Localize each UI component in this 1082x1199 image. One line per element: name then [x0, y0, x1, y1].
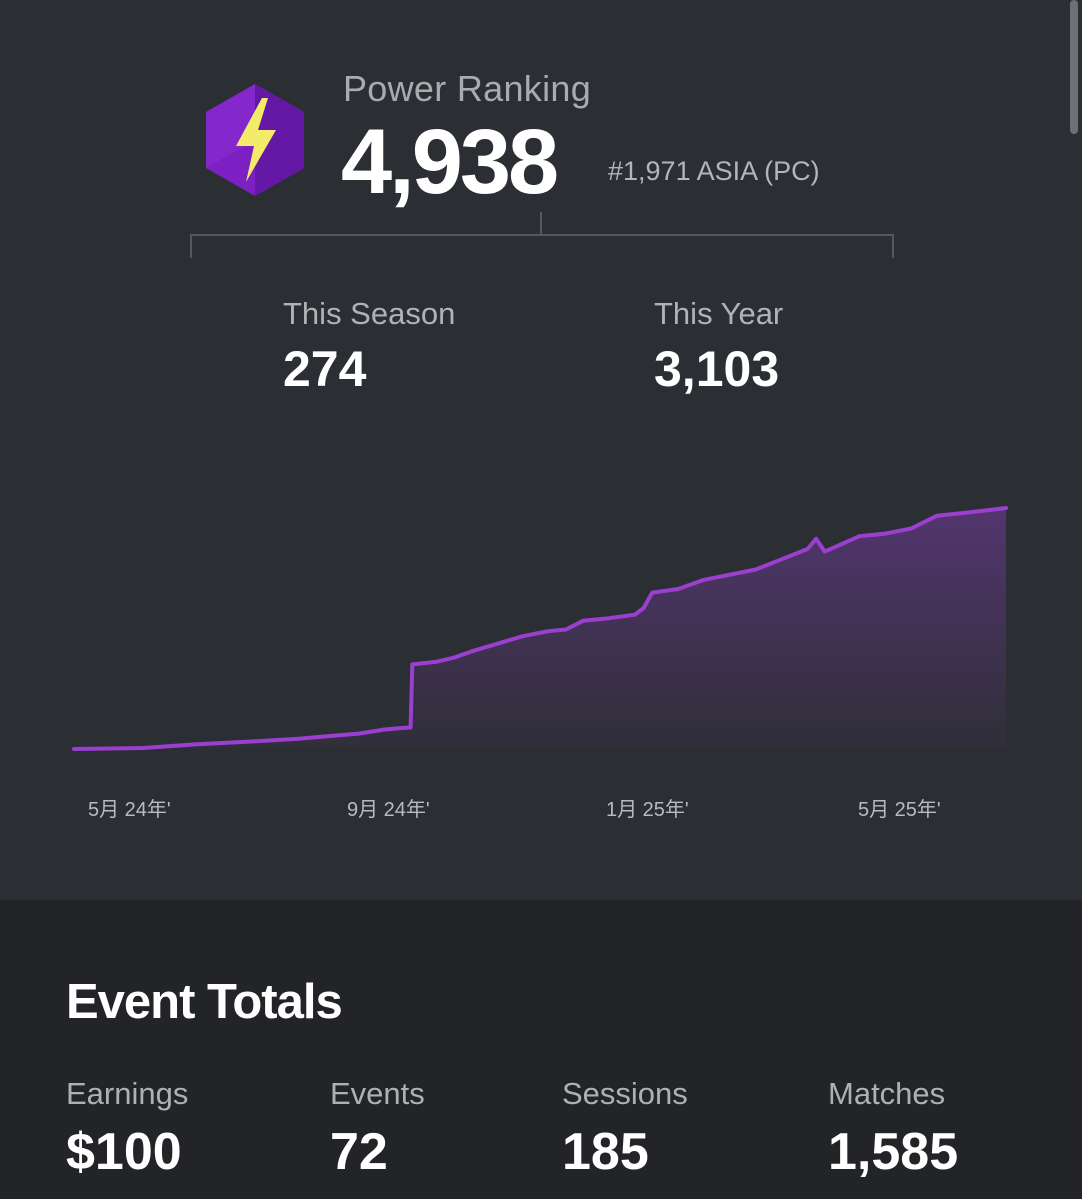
sessions-value: 185 [562, 1123, 649, 1181]
ranking-history-chart: 5月 24年' 9月 24年' 1月 25年' 5月 25年' [72, 506, 1008, 821]
x-tick-label: 9月 24年' [347, 798, 430, 821]
scrollbar[interactable] [1070, 0, 1078, 134]
x-tick-label: 5月 25年' [858, 798, 941, 821]
events-value: 72 [330, 1123, 388, 1181]
earnings-value: $100 [66, 1123, 182, 1181]
matches-value: 1,585 [828, 1123, 959, 1181]
power-ranking-value: 4,938 [341, 111, 559, 213]
x-tick-label: 5月 24年' [88, 798, 171, 821]
earnings-label: Earnings [66, 1076, 189, 1111]
matches-label: Matches [828, 1076, 946, 1111]
sessions-label: Sessions [562, 1076, 688, 1111]
lightning-bolt-icon [206, 84, 304, 196]
season-label: This Season [283, 296, 456, 331]
events-label: Events [330, 1076, 425, 1111]
power-ranking-label: Power Ranking [343, 68, 592, 109]
chart-area-fill [74, 508, 1006, 749]
year-value: 3,103 [654, 341, 780, 397]
power-ranking-panel: Power Ranking 4,938 #1,971 ASIA (PC) Thi… [72, 0, 1078, 821]
event-totals-title: Event Totals [66, 975, 343, 1029]
chart-series-line [72, 506, 1008, 751]
bracket-divider [190, 212, 894, 258]
regional-rank: #1,971 ASIA (PC) [608, 156, 820, 186]
year-label: This Year [654, 296, 784, 331]
x-tick-label: 1月 25年' [606, 798, 689, 821]
season-value: 274 [283, 341, 367, 397]
event-totals-panel: Event Totals Earnings $100 Events 72 Ses… [0, 900, 1082, 1199]
